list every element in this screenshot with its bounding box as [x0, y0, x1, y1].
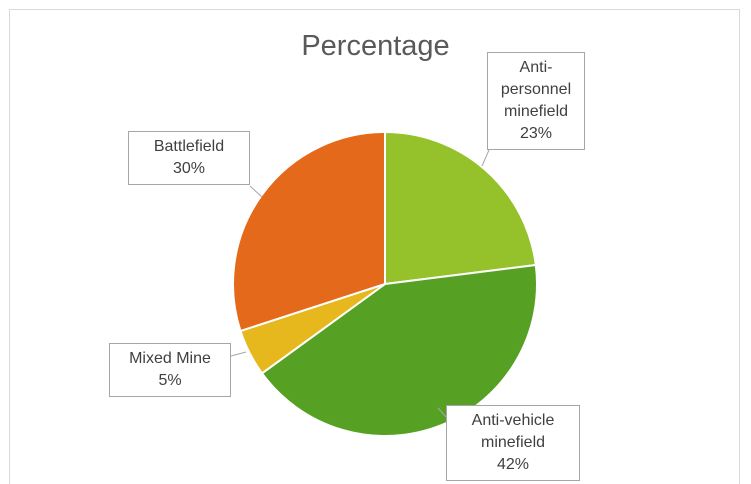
data-label: Mixed Mine 5%	[109, 343, 231, 397]
category-label: Battlefield	[153, 138, 225, 155]
pie-slice	[232, 130, 386, 333]
pie-slice	[260, 263, 538, 437]
data-label: Battlefield 30%	[128, 131, 250, 185]
category-label: Mixed Mine	[129, 350, 211, 367]
data-label: Anti-vehicle minefield 42%	[446, 405, 580, 481]
category-label: Anti-vehicle minefield	[471, 412, 555, 451]
value-label: 5%	[158, 372, 182, 389]
leader-line	[249, 185, 263, 198]
value-label: 23%	[519, 125, 553, 142]
value-label: 30%	[172, 160, 206, 177]
value-label: 42%	[496, 456, 530, 473]
category-label: Anti-personnel minefield	[500, 59, 572, 120]
data-label: Anti-personnel minefield 23%	[487, 52, 585, 150]
pie-slice	[384, 130, 537, 286]
leader-line	[481, 149, 490, 167]
chart-frame	[9, 9, 740, 484]
chart-title: Percentage	[301, 30, 450, 62]
leader-line	[230, 351, 247, 357]
leader-line	[437, 407, 448, 419]
